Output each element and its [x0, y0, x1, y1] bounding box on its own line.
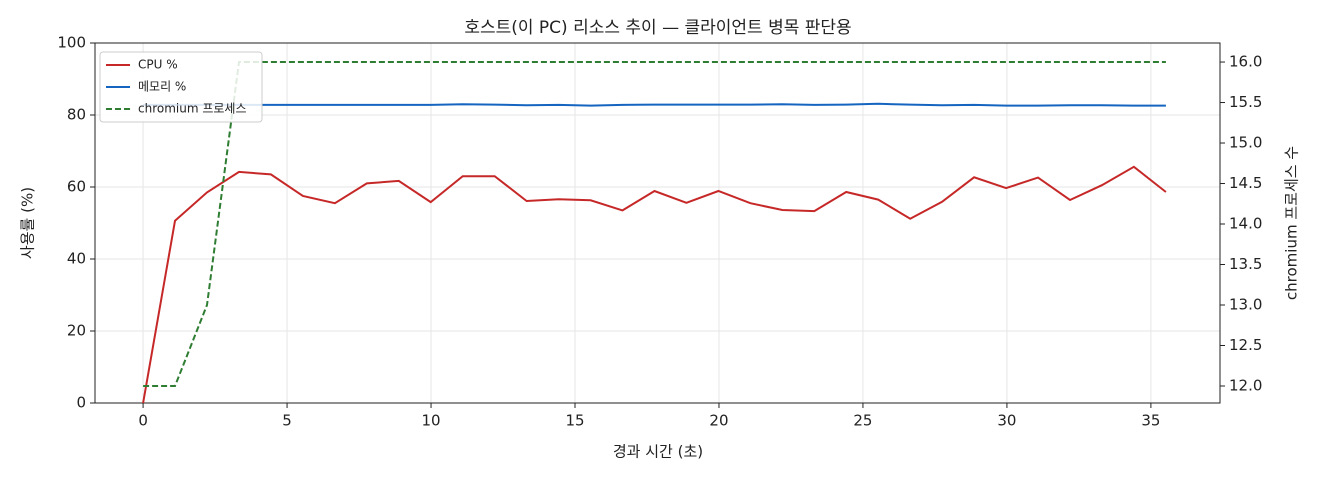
y2-axis-label: chromium 프로세스 수	[1283, 146, 1301, 300]
y-tick-label: 20	[67, 322, 86, 340]
y2-tick-label: 13.5	[1229, 255, 1262, 273]
x-tick-label: 20	[709, 412, 728, 430]
legend-box	[99, 51, 263, 123]
legend-label: 메모리 %	[138, 80, 186, 94]
y-tick-label: 100	[57, 34, 86, 52]
legend-label: chromium 프로세스	[138, 102, 247, 116]
y-tick-label: 80	[67, 106, 86, 124]
y-tick-label: 40	[67, 250, 86, 268]
legend-label: CPU %	[138, 58, 178, 72]
y2-tick-label: 13.0	[1229, 296, 1262, 314]
y2-tick-label: 12.5	[1229, 336, 1262, 354]
x-tick-label: 25	[853, 412, 872, 430]
y2-tick-label: 12.0	[1229, 376, 1262, 394]
x-tick-label: 30	[997, 412, 1016, 430]
y2-tick-label: 15.0	[1229, 134, 1262, 152]
y-axis-label: 사용률 (%)	[19, 187, 37, 259]
x-tick-label: 5	[282, 412, 292, 430]
y2-tick-label: 16.0	[1229, 53, 1262, 71]
x-tick-label: 35	[1141, 412, 1160, 430]
y2-tick-label: 15.5	[1229, 93, 1262, 111]
x-tick-label: 0	[138, 412, 148, 430]
y2-tick-label: 14.0	[1229, 215, 1262, 233]
y-tick-label: 0	[76, 394, 86, 412]
x-tick-label: 15	[565, 412, 584, 430]
y-tick-label: 60	[67, 178, 86, 196]
series-line	[143, 102, 1166, 107]
chart-title: 호스트(이 PC) 리소스 추이 — 클라이언트 병목 판단용	[464, 18, 851, 38]
x-tick-label: 10	[421, 412, 440, 430]
series-line	[142, 165, 1167, 404]
plot-frame	[94, 42, 1221, 404]
series-line	[143, 61, 1166, 387]
x-axis-label: 경과 시간 (초)	[613, 443, 703, 461]
y2-tick-label: 14.5	[1229, 174, 1262, 192]
